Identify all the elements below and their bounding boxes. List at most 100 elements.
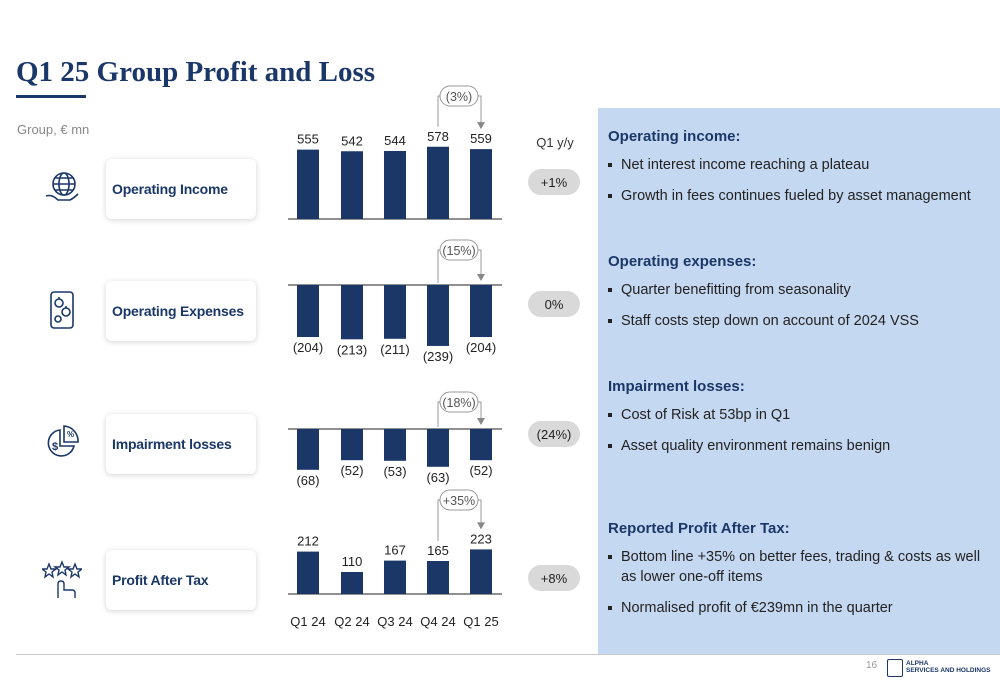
logo-text: ALPHA SERVICES AND HOLDINGS <box>906 660 991 674</box>
section-heading: Impairment losses: <box>608 378 745 395</box>
row-label-impairment-losses: Impairment losses <box>106 414 256 474</box>
page-title: Q1 25 Group Profit and Loss <box>16 56 376 88</box>
yy-column-header: Q1 y/y <box>536 135 574 150</box>
section-profit-after-tax: Reported Profit After Tax: Bottom line +… <box>608 520 993 629</box>
row-label-text: Operating Income <box>112 181 228 197</box>
bar <box>341 285 363 340</box>
bullet: Net interest income reaching a plateau <box>608 155 993 175</box>
change-arrow <box>477 522 485 530</box>
bullet: Growth in fees continues fueled by asset… <box>608 186 993 206</box>
row-label-operating-expenses: Operating Expenses <box>106 281 256 341</box>
x-tick-label: Q4 24 <box>420 614 455 629</box>
globe-hand-icon <box>45 172 79 201</box>
bar-value-label: 212 <box>297 534 319 549</box>
bar-value-label: (53) <box>383 464 406 479</box>
bar-value-label: 544 <box>384 133 406 148</box>
section-impairment-losses: Impairment losses: Cost of Risk at 53bp … <box>608 378 993 467</box>
bar-value-label: (211) <box>380 342 409 357</box>
bar-value-label: (68) <box>296 473 319 488</box>
row-label-operating-income: Operating Income <box>106 159 256 219</box>
bar <box>341 429 363 461</box>
x-tick-label: Q1 25 <box>463 614 498 629</box>
bar <box>384 429 406 461</box>
bar-value-label: (52) <box>340 463 363 478</box>
bar-value-label: 110 <box>342 554 363 569</box>
section-heading: Operating expenses: <box>608 253 757 270</box>
bar <box>470 429 492 461</box>
bar <box>470 285 492 338</box>
title-underline <box>16 95 86 98</box>
bar <box>297 149 319 219</box>
change-arrow <box>477 122 485 130</box>
tablet-gears-icon <box>50 291 74 329</box>
section-heading: Operating income: <box>608 128 741 145</box>
bar <box>297 551 319 594</box>
row-label-text: Profit After Tax <box>112 572 209 588</box>
bar-value-label: 578 <box>427 129 449 144</box>
yy-pill-operating-income: +1% <box>528 169 580 195</box>
yy-pill-operating-expenses: 0% <box>528 291 580 317</box>
percent-pie-icon: $ % <box>47 425 79 457</box>
section-operating-expenses: Operating expenses: Quarter benefitting … <box>608 253 993 342</box>
change-pill <box>439 239 479 261</box>
bar-charts: 555 542 544 578 559 (3%) (204) (213) (211) (239) (… <box>288 85 502 629</box>
stars-hand-icon <box>42 560 82 598</box>
bar-value-label: 542 <box>341 133 363 148</box>
yy-pill-profit-after-tax: +8% <box>528 565 580 591</box>
bar-value-label: (204) <box>293 340 323 355</box>
unit-subtitle: Group, € mn <box>17 122 90 137</box>
bar-value-label: (63) <box>426 470 449 485</box>
x-tick-label: Q2 24 <box>334 614 369 629</box>
change-pill-label: (18%) <box>442 396 475 410</box>
bullet: Staff costs step down on account of 2024… <box>608 311 993 331</box>
change-pill <box>439 489 479 511</box>
change-arrow <box>477 274 485 281</box>
bullet: Asset quality environment remains benign <box>608 436 993 456</box>
commentary-panel: Operating income: Net interest income re… <box>598 108 1000 654</box>
row-label-text: Operating Expenses <box>112 303 244 319</box>
bar-value-label: (213) <box>337 342 367 357</box>
section-operating-income: Operating income: Net interest income re… <box>608 128 993 217</box>
bullet: Quarter benefitting from seasonality <box>608 280 993 300</box>
section-heading: Reported Profit After Tax: <box>608 520 790 537</box>
svg-text:$: $ <box>52 441 58 453</box>
yy-pill-impairment-losses: (24%) <box>528 421 580 447</box>
bar <box>470 149 492 219</box>
alpha-logo-icon <box>887 659 903 677</box>
bar-value-label: 555 <box>297 132 319 147</box>
bar-value-label: (239) <box>423 349 453 364</box>
bar-value-label: (52) <box>469 463 492 478</box>
change-pill <box>439 391 479 413</box>
bar <box>297 429 319 470</box>
footer-divider <box>16 654 1000 655</box>
row-label-text: Impairment losses <box>112 436 232 452</box>
bar <box>470 549 492 594</box>
bar <box>341 572 363 594</box>
x-tick-label: Q1 24 <box>290 614 325 629</box>
bullet: Normalised profit of €239mn in the quart… <box>608 598 993 618</box>
bar <box>384 151 406 219</box>
bar <box>384 285 406 339</box>
bar-value-label: 223 <box>470 531 492 546</box>
bar <box>341 151 363 219</box>
row-label-profit-after-tax: Profit After Tax <box>106 550 256 610</box>
bar <box>427 146 449 219</box>
bar-value-label: 167 <box>384 543 406 558</box>
change-arrow <box>477 418 485 425</box>
bullet: Cost of Risk at 53bp in Q1 <box>608 405 993 425</box>
bar-value-label: 165 <box>427 543 449 558</box>
bullet: Bottom line +35% on better fees, trading… <box>608 547 993 587</box>
change-pill <box>439 85 479 107</box>
change-pill-label: (15%) <box>442 244 475 258</box>
page-number: 16 <box>866 660 878 671</box>
x-tick-label: Q3 24 <box>377 614 412 629</box>
bar-value-label: 559 <box>470 131 492 146</box>
change-pill-label: +35% <box>443 494 475 508</box>
bar <box>427 285 449 346</box>
bar-value-label: (204) <box>466 340 496 355</box>
bar <box>427 429 449 467</box>
bar <box>297 285 319 338</box>
bar <box>427 561 449 594</box>
svg-text:%: % <box>67 430 74 439</box>
bar <box>384 560 406 594</box>
